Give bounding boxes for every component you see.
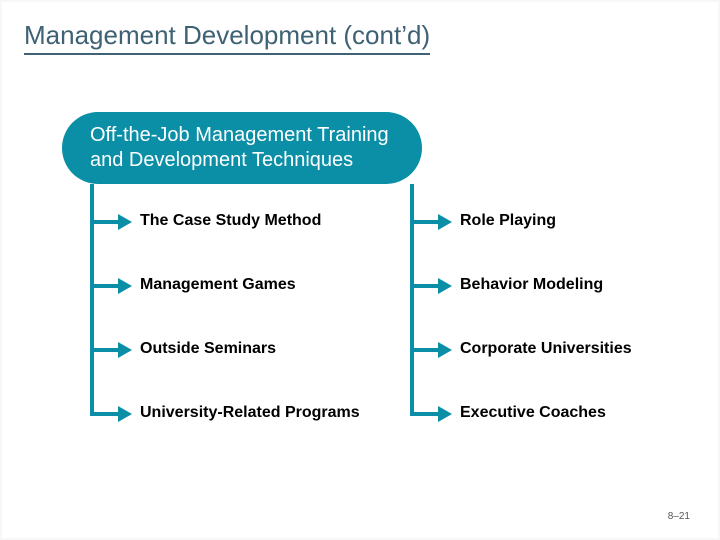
item-right-2: Corporate Universities <box>460 340 632 358</box>
branch-right-0 <box>410 220 438 224</box>
branch-left-1 <box>90 284 118 288</box>
item-right-0: Role Playing <box>460 212 556 230</box>
arrow-icon <box>118 278 132 294</box>
item-left-2: Outside Seminars <box>140 340 276 358</box>
diagram-header-text: Off-the-Job Management Training and Deve… <box>90 123 394 173</box>
arrow-icon <box>438 406 452 422</box>
branch-left-2 <box>90 348 118 352</box>
arrow-icon <box>438 342 452 358</box>
item-left-3: University-Related Programs <box>140 404 360 422</box>
stem-right <box>410 184 414 416</box>
item-right-3: Executive Coaches <box>460 404 606 422</box>
arrow-icon <box>118 214 132 230</box>
branch-right-1 <box>410 284 438 288</box>
arrow-icon <box>438 214 452 230</box>
stem-left <box>90 184 94 416</box>
slide: Management Development (cont’d) Off-the-… <box>2 2 718 538</box>
branch-left-0 <box>90 220 118 224</box>
page-number: 8–21 <box>668 511 690 522</box>
arrow-icon <box>118 342 132 358</box>
item-left-0: The Case Study Method <box>140 212 321 230</box>
arrow-icon <box>438 278 452 294</box>
diagram-header-box: Off-the-Job Management Training and Deve… <box>62 112 422 184</box>
branch-right-2 <box>410 348 438 352</box>
item-right-1: Behavior Modeling <box>460 276 603 294</box>
slide-title: Management Development (cont’d) <box>24 20 430 55</box>
branch-left-3 <box>90 412 118 416</box>
item-left-1: Management Games <box>140 276 296 294</box>
branch-right-3 <box>410 412 438 416</box>
arrow-icon <box>118 406 132 422</box>
